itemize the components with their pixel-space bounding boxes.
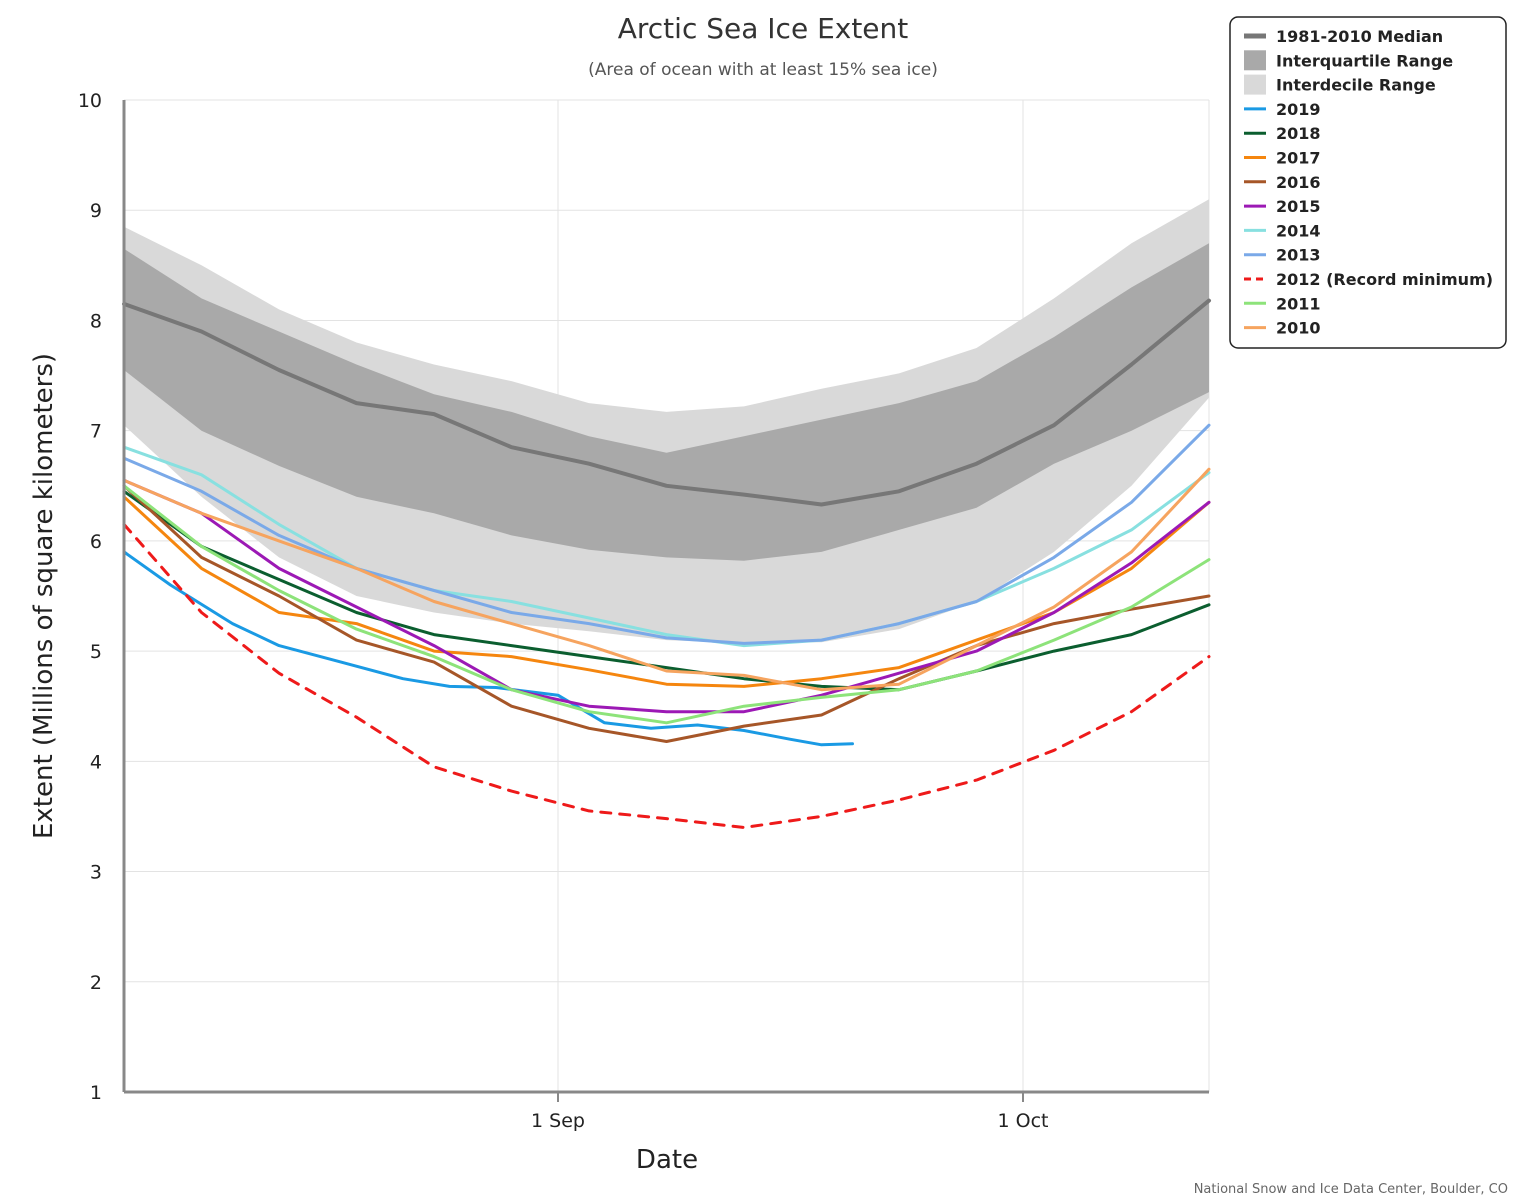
legend-item-interquartile-range: Interquartile Range <box>1244 50 1453 71</box>
y-tick-label: 7 <box>90 421 102 443</box>
legend-label: 2013 <box>1276 246 1321 265</box>
legend-label: 2018 <box>1276 124 1321 143</box>
x-axis-label: Date <box>636 1145 698 1175</box>
chart-subtitle: (Area of ocean with at least 15% sea ice… <box>588 60 938 80</box>
series-2010-line <box>122 467 1211 692</box>
legend-item-2017: 2017 <box>1244 149 1321 168</box>
y-tick-label: 5 <box>90 641 102 663</box>
legend-item-2010: 2010 <box>1244 319 1321 338</box>
legend-label: 2016 <box>1276 173 1321 192</box>
y-tick-label: 1 <box>90 1082 102 1104</box>
legend-item-2011: 2011 <box>1244 294 1321 313</box>
legend-swatch <box>1244 74 1266 95</box>
legend-item-2013: 2013 <box>1244 246 1321 265</box>
legend-item-2014: 2014 <box>1244 221 1321 240</box>
series-2017-line <box>122 495 1211 688</box>
series-2012-record-minimum-line <box>122 522 1211 829</box>
legend-label: 2010 <box>1276 319 1321 338</box>
legend-label: 2014 <box>1276 221 1321 240</box>
legend-label: 2017 <box>1276 149 1321 168</box>
range-bands <box>124 199 1209 644</box>
x-tick-label: 1 Sep <box>531 1110 585 1132</box>
legend-item-2016: 2016 <box>1244 173 1321 192</box>
interdecile-range-band <box>124 199 1209 644</box>
series-2018-line <box>122 489 1211 692</box>
x-tick-label: 1 Oct <box>998 1110 1049 1132</box>
series-2013-line <box>122 423 1211 645</box>
series-2015-line <box>122 478 1211 714</box>
y-tick-labels: 1 2 3 4 5 6 7 8 9 10 <box>78 90 102 1104</box>
legend-item-2019: 2019 <box>1244 100 1321 119</box>
y-tick-label: 3 <box>90 862 102 884</box>
legend-label: Interdecile Range <box>1276 76 1436 95</box>
legend-label: 2019 <box>1276 100 1321 119</box>
y-tick-label: 10 <box>78 90 102 112</box>
chart-title: Arctic Sea Ice Extent <box>618 12 909 45</box>
y-tick-label: 4 <box>90 751 102 773</box>
y-tick-label: 8 <box>90 310 102 332</box>
series-2014-line <box>122 445 1211 648</box>
legend-item-2018: 2018 <box>1244 124 1321 143</box>
legend-label: 1981-2010 Median <box>1276 27 1443 46</box>
axes <box>122 100 1209 1094</box>
y-tick-label: 9 <box>90 200 102 222</box>
series-2016-line <box>122 484 1211 743</box>
credit-text: National Snow and Ice Data Center, Bould… <box>1194 1182 1508 1197</box>
legend: 1981-2010 Median Interquartile Range Inter… <box>1229 16 1507 349</box>
legend-label: 2011 <box>1276 294 1321 313</box>
y-tick-label: 2 <box>90 972 102 994</box>
interquartile-range-band <box>124 243 1209 561</box>
legend-swatch <box>1244 50 1266 71</box>
series-lines <box>122 298 1211 829</box>
legend-box <box>1229 16 1507 349</box>
legend-item-2012-record-minimum: 2012 (Record minimum) <box>1244 270 1493 289</box>
x-tick-labels: 1 Sep 1 Oct <box>531 1092 1048 1132</box>
legend-item-interdecile-range: Interdecile Range <box>1244 74 1436 95</box>
legend-label: Interquartile Range <box>1276 51 1453 70</box>
series-1981-2010-median-line <box>122 298 1211 507</box>
series-2019-line <box>122 550 854 747</box>
series-2011-line <box>122 484 1211 725</box>
legend-item-2015: 2015 <box>1244 197 1321 216</box>
y-tick-label: 6 <box>90 531 102 553</box>
legend-label: 2015 <box>1276 197 1321 216</box>
y-axis-label: Extent (Millions of square kilometers) <box>29 353 59 839</box>
legend-item-1981-2010-median: 1981-2010 Median <box>1244 27 1443 46</box>
legend-label: 2012 (Record minimum) <box>1276 270 1493 289</box>
